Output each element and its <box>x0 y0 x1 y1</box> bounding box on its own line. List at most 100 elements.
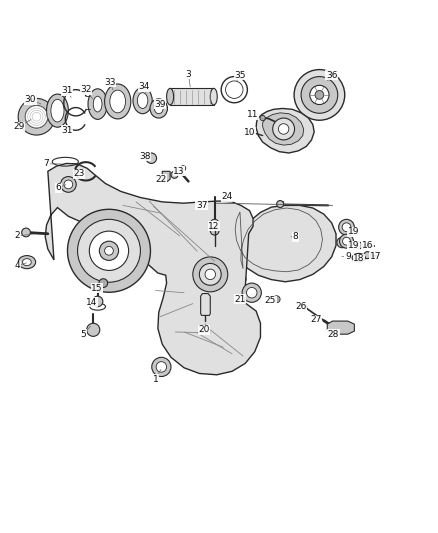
Circle shape <box>105 246 113 255</box>
Text: 5: 5 <box>81 330 87 338</box>
Text: 19: 19 <box>348 241 359 250</box>
Polygon shape <box>45 164 261 375</box>
Text: 28: 28 <box>328 330 339 338</box>
Text: 32: 32 <box>80 85 92 94</box>
Text: 10: 10 <box>244 127 255 136</box>
Circle shape <box>260 116 265 120</box>
Circle shape <box>146 153 156 164</box>
Circle shape <box>92 296 103 306</box>
Circle shape <box>343 237 350 245</box>
Text: 8: 8 <box>293 232 298 241</box>
Polygon shape <box>201 294 210 316</box>
Circle shape <box>64 180 73 189</box>
Polygon shape <box>327 321 354 334</box>
Ellipse shape <box>51 99 64 122</box>
Circle shape <box>294 70 345 120</box>
Polygon shape <box>256 108 314 153</box>
Text: 15: 15 <box>91 284 102 293</box>
Circle shape <box>152 357 171 376</box>
Circle shape <box>199 263 221 285</box>
Circle shape <box>210 220 219 228</box>
Text: 17: 17 <box>370 253 381 261</box>
Text: 3: 3 <box>186 70 191 79</box>
Circle shape <box>279 124 289 134</box>
Polygon shape <box>170 88 214 105</box>
Ellipse shape <box>88 89 107 119</box>
Circle shape <box>67 209 150 292</box>
Text: 26: 26 <box>295 302 307 311</box>
Text: 20: 20 <box>198 325 209 334</box>
Text: 25: 25 <box>265 296 276 305</box>
Text: 27: 27 <box>310 315 321 324</box>
Ellipse shape <box>22 259 31 265</box>
Text: 7: 7 <box>44 159 49 168</box>
Ellipse shape <box>110 90 126 113</box>
Circle shape <box>21 228 30 237</box>
Text: 19: 19 <box>348 227 359 236</box>
Text: 30: 30 <box>25 95 36 104</box>
Circle shape <box>273 118 294 140</box>
Text: 4: 4 <box>14 261 20 270</box>
Ellipse shape <box>138 93 148 108</box>
Text: 13: 13 <box>173 167 184 176</box>
Ellipse shape <box>154 103 163 114</box>
Circle shape <box>211 220 218 227</box>
Text: 36: 36 <box>326 71 337 80</box>
Circle shape <box>171 171 178 179</box>
Text: 31: 31 <box>61 126 73 135</box>
Ellipse shape <box>133 87 152 114</box>
Circle shape <box>337 237 347 248</box>
Polygon shape <box>228 205 336 282</box>
Circle shape <box>273 296 280 303</box>
Text: 33: 33 <box>104 78 116 87</box>
Text: 37: 37 <box>196 201 207 210</box>
Ellipse shape <box>210 88 217 105</box>
Ellipse shape <box>46 94 68 127</box>
Circle shape <box>315 91 324 99</box>
Polygon shape <box>162 171 170 181</box>
Text: 23: 23 <box>74 169 85 179</box>
Circle shape <box>60 176 76 192</box>
Text: 39: 39 <box>154 100 166 109</box>
Circle shape <box>210 227 219 235</box>
Circle shape <box>364 252 371 259</box>
Text: 35: 35 <box>234 71 246 80</box>
Text: 21: 21 <box>234 295 246 304</box>
Circle shape <box>342 223 351 231</box>
Circle shape <box>25 106 48 128</box>
Circle shape <box>355 242 362 249</box>
Circle shape <box>18 99 55 135</box>
Text: 18: 18 <box>353 254 364 263</box>
Circle shape <box>180 166 186 171</box>
Ellipse shape <box>105 84 131 119</box>
Text: 11: 11 <box>247 110 259 119</box>
Circle shape <box>99 241 119 261</box>
Text: 34: 34 <box>138 82 150 91</box>
Text: 9: 9 <box>345 252 351 261</box>
Ellipse shape <box>166 88 173 105</box>
Circle shape <box>99 279 108 287</box>
Circle shape <box>301 304 307 309</box>
Circle shape <box>277 200 284 207</box>
Circle shape <box>339 220 354 235</box>
Circle shape <box>301 77 338 113</box>
Circle shape <box>242 283 261 302</box>
Text: 31: 31 <box>61 86 73 95</box>
Ellipse shape <box>150 99 167 118</box>
Circle shape <box>247 287 257 298</box>
Polygon shape <box>263 113 304 145</box>
Circle shape <box>87 323 100 336</box>
Circle shape <box>156 362 166 372</box>
Circle shape <box>339 234 353 248</box>
Circle shape <box>310 85 329 104</box>
Circle shape <box>205 269 215 280</box>
Text: 29: 29 <box>13 122 25 131</box>
Ellipse shape <box>352 253 365 262</box>
Text: 38: 38 <box>139 152 151 161</box>
Circle shape <box>78 220 141 282</box>
Circle shape <box>193 257 228 292</box>
Text: 24: 24 <box>221 192 233 201</box>
Circle shape <box>221 77 247 103</box>
Text: 16: 16 <box>362 241 373 250</box>
Text: 22: 22 <box>156 175 167 184</box>
